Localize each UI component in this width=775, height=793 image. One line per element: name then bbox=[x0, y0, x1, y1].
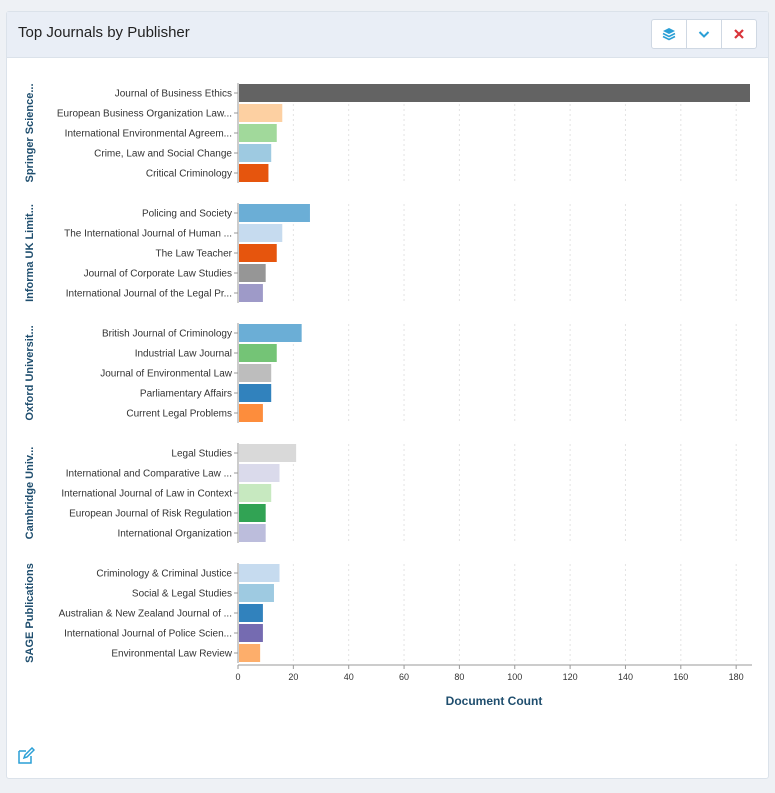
chevron-down-icon bbox=[698, 31, 710, 38]
bar bbox=[239, 124, 277, 142]
bar-label: The Law Teacher bbox=[155, 249, 232, 260]
bar-label: International Organization bbox=[117, 529, 232, 540]
panel-toolbar bbox=[651, 19, 757, 49]
bar-label: International Journal of Police Scien... bbox=[64, 629, 232, 640]
bar bbox=[239, 244, 277, 262]
bar bbox=[239, 504, 266, 522]
group-label: SAGE Publications bbox=[24, 563, 36, 663]
x-tick-label: 20 bbox=[288, 672, 298, 682]
x-tick-label: 0 bbox=[235, 672, 240, 682]
x-tick-label: 140 bbox=[618, 672, 633, 682]
bar-label: Environmental Law Review bbox=[111, 649, 232, 660]
close-icon bbox=[734, 29, 744, 39]
bar bbox=[239, 324, 302, 342]
x-tick-label: 160 bbox=[673, 672, 688, 682]
group-label: Oxford Universit... bbox=[24, 325, 36, 420]
x-tick-label: 120 bbox=[563, 672, 578, 682]
panel-title: Top Journals by Publisher bbox=[18, 24, 190, 41]
bar bbox=[239, 144, 272, 162]
bar bbox=[239, 464, 280, 482]
bar-label: Legal Studies bbox=[171, 449, 232, 460]
bar-label: Current Legal Problems bbox=[126, 409, 232, 420]
x-axis-label: Document Count bbox=[446, 694, 543, 708]
bar-chart: Springer Science... Journal of Business E… bbox=[24, 83, 752, 708]
x-tick-label: 100 bbox=[507, 672, 522, 682]
bar-label: Australian & New Zealand Journal of ... bbox=[59, 609, 232, 620]
bar-label: Parliamentary Affairs bbox=[140, 389, 232, 400]
collapse-button[interactable] bbox=[686, 20, 721, 48]
group-label: Cambridge Univ... bbox=[24, 447, 36, 540]
close-button[interactable] bbox=[721, 20, 756, 48]
group-label: Informa UK Limit... bbox=[24, 204, 36, 302]
bar-label: International Journal of Law in Context bbox=[61, 489, 232, 500]
bar bbox=[239, 644, 261, 662]
x-tick-label: 180 bbox=[729, 672, 744, 682]
x-tick-label: 80 bbox=[454, 672, 464, 682]
group-label: Springer Science... bbox=[24, 83, 36, 182]
bar bbox=[239, 564, 280, 582]
bar bbox=[239, 604, 263, 622]
layers-button[interactable] bbox=[652, 20, 686, 48]
bar-label: Industrial Law Journal bbox=[135, 349, 232, 360]
edit-icon[interactable] bbox=[17, 747, 35, 765]
bar-label: Journal of Business Ethics bbox=[115, 89, 232, 100]
bar bbox=[239, 164, 269, 182]
bar-label: Criminology & Criminal Justice bbox=[96, 569, 232, 580]
bar-label: European Journal of Risk Regulation bbox=[69, 509, 232, 520]
bar bbox=[239, 404, 263, 422]
x-tick-label: 60 bbox=[399, 672, 409, 682]
panel-header: Top Journals by Publisher bbox=[7, 12, 768, 58]
bar bbox=[239, 524, 266, 542]
bar bbox=[239, 224, 283, 242]
bar-label: Journal of Environmental Law bbox=[100, 369, 233, 380]
bar bbox=[239, 264, 266, 282]
bar bbox=[239, 284, 263, 302]
bar-label: British Journal of Criminology bbox=[102, 329, 232, 340]
bar-label: The International Journal of Human ... bbox=[64, 229, 232, 240]
bar-label: International Journal of the Legal Pr... bbox=[66, 289, 232, 300]
layers-icon bbox=[662, 28, 676, 41]
bar bbox=[239, 364, 272, 382]
bar-label: Social & Legal Studies bbox=[132, 589, 232, 600]
bar bbox=[239, 84, 750, 102]
bar bbox=[239, 384, 272, 402]
bar bbox=[239, 624, 263, 642]
bar-label: International and Comparative Law ... bbox=[66, 469, 232, 480]
bar bbox=[239, 584, 274, 602]
chart-panel: Top Journals by Publisher Springe bbox=[6, 11, 769, 779]
bar bbox=[239, 484, 272, 502]
bar bbox=[239, 444, 297, 462]
bar-label: Journal of Corporate Law Studies bbox=[84, 269, 232, 280]
bar-label: European Business Organization Law... bbox=[57, 109, 232, 120]
bar-label: Crime, Law and Social Change bbox=[94, 149, 232, 160]
bar-label: Policing and Society bbox=[142, 209, 232, 220]
bar bbox=[239, 204, 310, 222]
bar bbox=[239, 344, 277, 362]
x-tick-label: 40 bbox=[344, 672, 354, 682]
bar-label: Critical Criminology bbox=[146, 169, 232, 180]
bar-label: International Environmental Agreem... bbox=[65, 129, 232, 140]
bar bbox=[239, 104, 283, 122]
